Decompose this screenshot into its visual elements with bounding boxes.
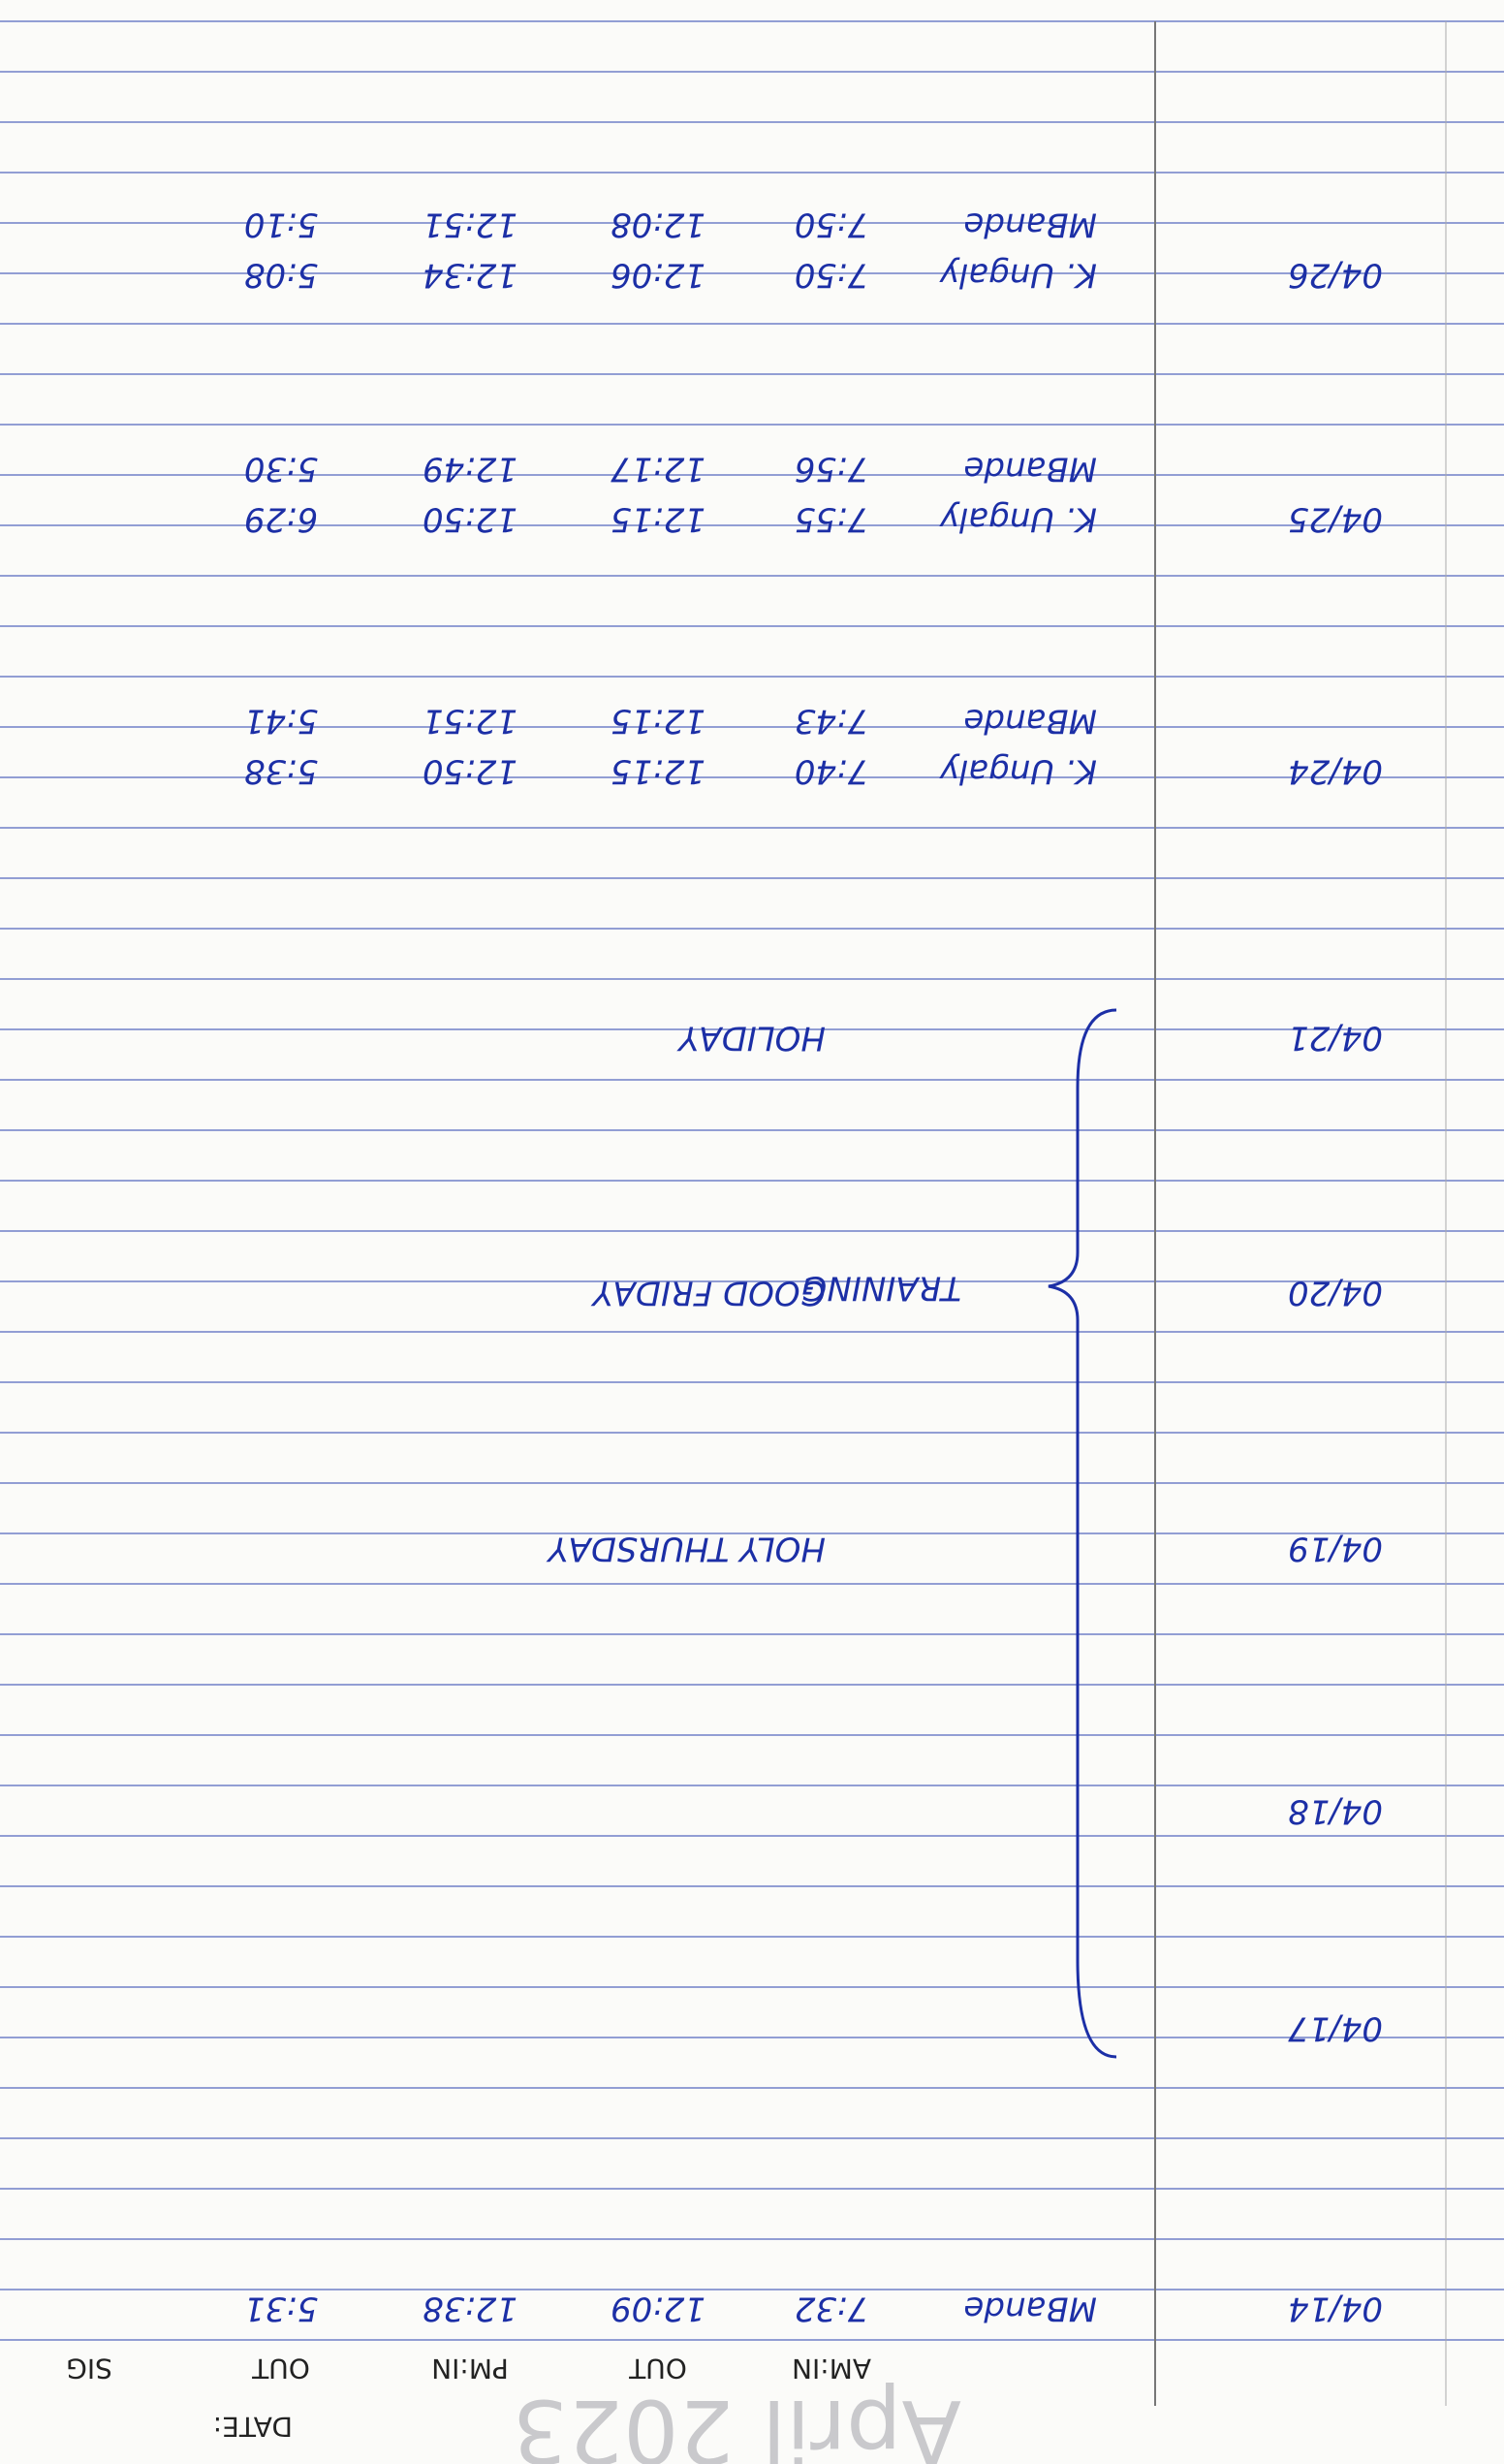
- time-entry: 6:29: [244, 500, 318, 539]
- time-entry: 12:09: [611, 2290, 705, 2328]
- time-entry: 7:55: [795, 500, 868, 539]
- time-entry: 5:30: [244, 450, 318, 489]
- time-entry: 12:34: [423, 256, 517, 295]
- employee-name: MBande: [963, 205, 1097, 244]
- time-entry: 5:31: [244, 2290, 318, 2328]
- entry-date: 04/20: [1288, 1274, 1383, 1312]
- time-entry: 7:43: [795, 702, 868, 741]
- entry-date: 04/21: [1288, 1019, 1383, 1058]
- time-entry: 7:56: [795, 450, 868, 489]
- time-entry: 12:50: [423, 500, 517, 539]
- entry-note: GOOD FRIDAY: [590, 1274, 826, 1312]
- date-label: DATE:: [213, 2411, 293, 2443]
- time-entry: 7:50: [795, 205, 868, 244]
- time-entry: 12:15: [611, 752, 705, 791]
- column-header: AM:IN: [792, 2353, 871, 2385]
- ruled-lines: [0, 20, 1504, 2341]
- time-entry: 7:50: [795, 256, 868, 295]
- time-entry: 12:15: [611, 702, 705, 741]
- entries: AM:IN OUT PM:IN OUT SIG 04/14 MBande 7:32 12:09 1…: [66, 205, 1383, 2385]
- entry-date: 04/26: [1288, 256, 1383, 295]
- employee-name: K. Ungaly: [939, 256, 1097, 295]
- employee-name: K. Ungaly: [939, 752, 1097, 791]
- training-brace: [1048, 1008, 1117, 2059]
- time-entry: 12:38: [423, 2290, 517, 2328]
- month-title: April 2023: [513, 2380, 961, 2464]
- column-header: OUT: [628, 2353, 687, 2385]
- employee-name: K. Ungaly: [939, 500, 1097, 539]
- time-entry: 12:51: [423, 205, 517, 244]
- time-entry: 7:32: [795, 2290, 868, 2328]
- column-header: OUT: [251, 2353, 310, 2385]
- entry-date: 04/19: [1288, 1530, 1383, 1568]
- training-label: TRAINING: [801, 1269, 961, 1308]
- time-entry: 5:08: [244, 256, 318, 295]
- time-entry: 12:15: [611, 500, 705, 539]
- column-header: SIG: [66, 2353, 112, 2385]
- employee-name: MBande: [963, 450, 1097, 489]
- time-entry: 12:06: [611, 256, 705, 295]
- employee-name: MBande: [963, 702, 1097, 741]
- entry-date: 04/25: [1288, 500, 1383, 539]
- entry-date: 04/17: [1288, 2009, 1383, 2048]
- time-entry: 12:50: [423, 752, 517, 791]
- entry-date: 04/14: [1288, 2290, 1383, 2328]
- entry-date: 04/24: [1288, 752, 1383, 791]
- time-entry: 5:10: [244, 205, 318, 244]
- entry-date: 04/18: [1288, 1792, 1383, 1831]
- entry-note: HOLIDAY: [676, 1019, 826, 1058]
- time-entry: 12:49: [423, 450, 517, 489]
- time-entry: 12:51: [423, 702, 517, 741]
- time-entry: 12:17: [611, 450, 705, 489]
- time-entry: 7:40: [795, 752, 868, 791]
- time-entry: 12:08: [611, 205, 705, 244]
- entry-note: HOLY THURSDAY: [547, 1530, 826, 1568]
- log-sheet: TRAINING April 2023 DATE: AM:IN OUT PM:IN O…: [0, 20, 1504, 2464]
- employee-name: MBande: [963, 2290, 1097, 2328]
- column-header: PM:IN: [431, 2353, 509, 2385]
- time-entry: 5:38: [244, 752, 318, 791]
- time-entry: 5:41: [244, 702, 318, 741]
